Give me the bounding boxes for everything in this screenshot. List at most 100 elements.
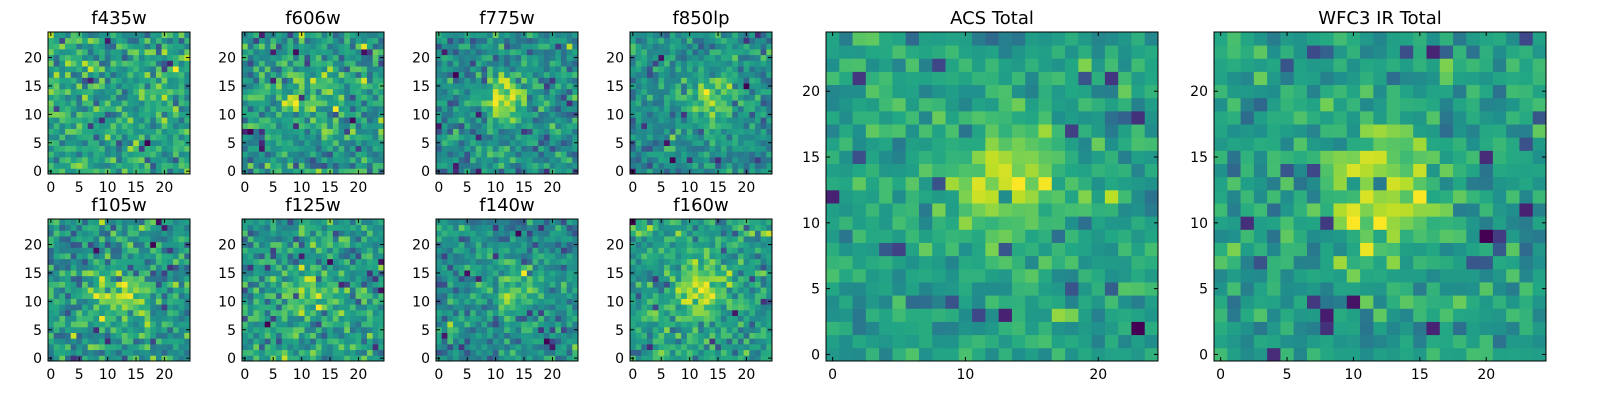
heatmap-cell: [172, 292, 180, 299]
heatmap-cell: [59, 315, 66, 322]
heatmap-cell: [475, 230, 482, 237]
heatmap-cell: [532, 309, 539, 316]
heatmap-cell: [743, 338, 750, 345]
heatmap-cell: [65, 162, 72, 169]
heatmap-cell: [76, 241, 83, 248]
heatmap-cell: [172, 264, 180, 271]
heatmap-cell: [492, 71, 499, 78]
heatmap-cell: [681, 105, 688, 112]
heatmap-cell: [104, 122, 111, 129]
heatmap-cell: [99, 338, 106, 345]
heatmap-cell: [681, 349, 688, 356]
heatmap-cell: [315, 338, 322, 345]
heatmap-cell: [566, 304, 573, 311]
heatmap-cell: [172, 355, 180, 362]
heatmap-cell: [304, 315, 311, 322]
heatmap-cell: [178, 43, 185, 50]
heatmap-cell: [521, 105, 528, 112]
heatmap-cell: [110, 292, 117, 299]
heatmap-cell: [167, 71, 174, 78]
heatmap-cell: [441, 275, 448, 282]
heatmap-cell: [270, 128, 277, 135]
heatmap-cell: [720, 94, 727, 101]
heatmap-cell: [458, 60, 465, 67]
heatmap-cell: [749, 332, 756, 339]
heatmap-cell: [87, 94, 94, 101]
heatmap-cell: [453, 224, 460, 231]
heatmap-cell: [560, 287, 568, 294]
heatmap-cell: [754, 77, 762, 84]
heatmap-cell: [167, 292, 174, 299]
heatmap-cell: [138, 355, 145, 362]
heatmap-cell: [720, 60, 727, 67]
heatmap-cell: [658, 105, 665, 112]
heatmap-cell: [161, 134, 168, 141]
heatmap-cell: [178, 77, 185, 84]
heatmap-cell: [344, 145, 351, 152]
heatmap-cell: [492, 122, 499, 129]
heatmap-cell: [487, 247, 494, 254]
heatmap-cell: [481, 156, 488, 164]
heatmap-cell: [555, 287, 562, 294]
heatmap-cell: [436, 100, 443, 107]
heatmap-cell: [378, 309, 385, 316]
heatmap-cell: [321, 54, 328, 61]
heatmap-cell: [658, 326, 665, 333]
heatmap-cell: [315, 100, 322, 107]
heatmap-cell: [521, 275, 528, 282]
heatmap-cell: [338, 94, 345, 101]
heatmap-cell: [276, 37, 283, 44]
heatmap-cell: [59, 230, 66, 237]
heatmap-cell: [167, 343, 174, 351]
heatmap-cell: [543, 83, 550, 90]
heatmap-cell: [366, 156, 374, 164]
heatmap-cell: [549, 60, 556, 67]
heatmap-cell: [310, 219, 317, 226]
heatmap-cell: [99, 156, 106, 164]
heatmap-cell: [121, 139, 128, 146]
heatmap-cell: [726, 162, 733, 169]
heatmap-cell: [703, 117, 710, 124]
heatmap-cell: [321, 230, 328, 237]
heatmap-cell: [555, 117, 562, 124]
heatmap-cell: [121, 349, 128, 356]
heatmap-cell: [703, 304, 710, 311]
heatmap-cell: [321, 111, 328, 118]
heatmap-cell: [532, 241, 539, 248]
heatmap-cell: [76, 43, 83, 50]
heatmap-cell: [732, 287, 739, 294]
heatmap-cell: [167, 270, 174, 277]
heatmap-cell: [715, 338, 722, 345]
heatmap-cell: [698, 88, 705, 95]
heatmap-cell: [470, 258, 477, 265]
heatmap-cell: [504, 71, 511, 78]
heatmap-cell: [436, 88, 443, 95]
heatmap-cell: [161, 88, 168, 95]
heatmap-cell: [760, 156, 767, 164]
heatmap-cell: [138, 139, 145, 146]
heatmap-cell: [310, 151, 317, 158]
heatmap-cell: [698, 117, 705, 124]
heatmap-cell: [669, 66, 676, 73]
heatmap-cell: [48, 292, 55, 299]
heatmap-cell: [138, 100, 145, 107]
heatmap-cell: [161, 54, 168, 61]
heatmap-cell: [475, 134, 482, 141]
heatmap-cell: [167, 88, 174, 95]
heatmap-cell: [737, 88, 744, 95]
heatmap-cell: [247, 258, 254, 265]
heatmap-cell: [53, 162, 60, 169]
heatmap-cell: [253, 355, 260, 362]
heatmap-cell: [726, 105, 733, 112]
heatmap-cell: [276, 43, 283, 50]
heatmap-cell: [720, 315, 727, 322]
heatmap-cell: [669, 117, 676, 124]
heatmap-cell: [116, 219, 123, 226]
heatmap-cell: [441, 43, 448, 50]
heatmap-cell: [737, 122, 744, 129]
heatmap-cell: [298, 338, 305, 345]
heatmap-cell: [59, 71, 66, 78]
heatmap-cell: [315, 343, 322, 351]
heatmap-cell: [372, 122, 379, 129]
heatmap-cell: [475, 122, 482, 129]
